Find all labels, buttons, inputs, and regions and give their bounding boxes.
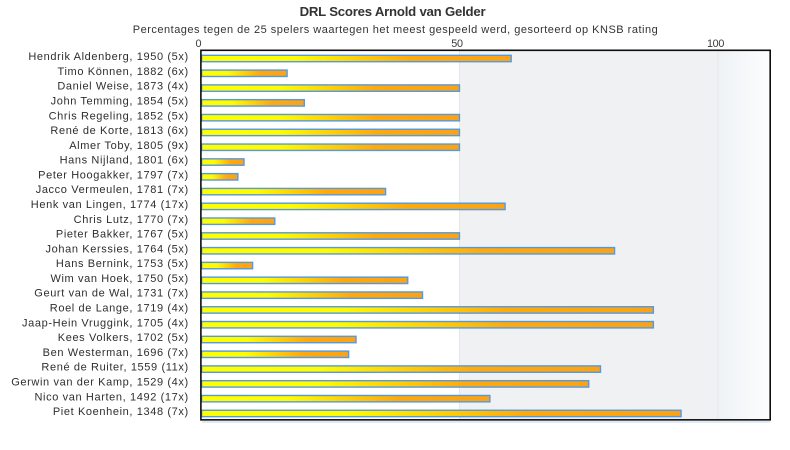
svg-text:Wim van Hoek, 1750 (5x): Wim van Hoek, 1750 (5x)	[50, 273, 188, 285]
svg-text:Nico van Harten, 1492 (17x): Nico van Harten, 1492 (17x)	[34, 391, 188, 403]
svg-text:René de Ruiter, 1559 (11x): René de Ruiter, 1559 (11x)	[41, 362, 188, 374]
svg-text:Geurt van de Wal, 1731 (7x): Geurt van de Wal, 1731 (7x)	[34, 288, 189, 300]
svg-text:Daniel Weise, 1873 (4x): Daniel Weise, 1873 (4x)	[57, 81, 188, 93]
svg-text:Johan Kerssies, 1764 (5x): Johan Kerssies, 1764 (5x)	[46, 243, 189, 255]
svg-text:Jacco Vermeulen, 1781 (7x): Jacco Vermeulen, 1781 (7x)	[36, 184, 189, 196]
svg-text:Almer Toby, 1805 (9x): Almer Toby, 1805 (9x)	[69, 140, 189, 152]
svg-text:50: 50	[451, 38, 463, 50]
svg-text:John Temming, 1854 (5x): John Temming, 1854 (5x)	[51, 95, 189, 107]
svg-text:DRL Scores Arnold van Gelder: DRL Scores Arnold van Gelder	[300, 4, 486, 19]
svg-text:Hans Bernink, 1753 (5x): Hans Bernink, 1753 (5x)	[56, 258, 189, 270]
svg-text:Gerwin van der Kamp, 1529 (4x): Gerwin van der Kamp, 1529 (4x)	[11, 376, 189, 388]
svg-text:Jaap-Hein Vruggink, 1705 (4x): Jaap-Hein Vruggink, 1705 (4x)	[22, 317, 189, 329]
svg-text:Henk van Lingen, 1774 (17x): Henk van Lingen, 1774 (17x)	[31, 199, 189, 211]
svg-text:Timo Können, 1882 (6x): Timo Können, 1882 (6x)	[58, 66, 189, 78]
svg-text:Piet Koenhein, 1348 (7x): Piet Koenhein, 1348 (7x)	[53, 406, 189, 418]
svg-text:Kees Volkers, 1702 (5x): Kees Volkers, 1702 (5x)	[58, 332, 189, 344]
svg-text:Hendrik Aldenberg, 1950 (5x): Hendrik Aldenberg, 1950 (5x)	[28, 51, 188, 63]
svg-text:Roel de Lange, 1719 (4x): Roel de Lange, 1719 (4x)	[50, 303, 189, 315]
svg-text:0: 0	[196, 38, 202, 50]
svg-text:René de Korte, 1813 (6x): René de Korte, 1813 (6x)	[50, 125, 188, 137]
svg-text:Peter Hoogakker, 1797 (7x): Peter Hoogakker, 1797 (7x)	[38, 169, 189, 181]
svg-text:100: 100	[707, 38, 724, 50]
svg-text:Ben Westerman, 1696 (7x): Ben Westerman, 1696 (7x)	[43, 347, 189, 359]
svg-text:Chris Regeling, 1852 (5x): Chris Regeling, 1852 (5x)	[49, 110, 189, 122]
svg-text:Hans Nijland, 1801 (6x): Hans Nijland, 1801 (6x)	[60, 155, 189, 167]
svg-text:Chris Lutz, 1770 (7x): Chris Lutz, 1770 (7x)	[74, 214, 189, 226]
svg-text:Pieter Bakker, 1767 (5x): Pieter Bakker, 1767 (5x)	[56, 229, 189, 241]
svg-text:Percentages tegen de 25 speler: Percentages tegen de 25 spelers waartege…	[133, 24, 658, 36]
